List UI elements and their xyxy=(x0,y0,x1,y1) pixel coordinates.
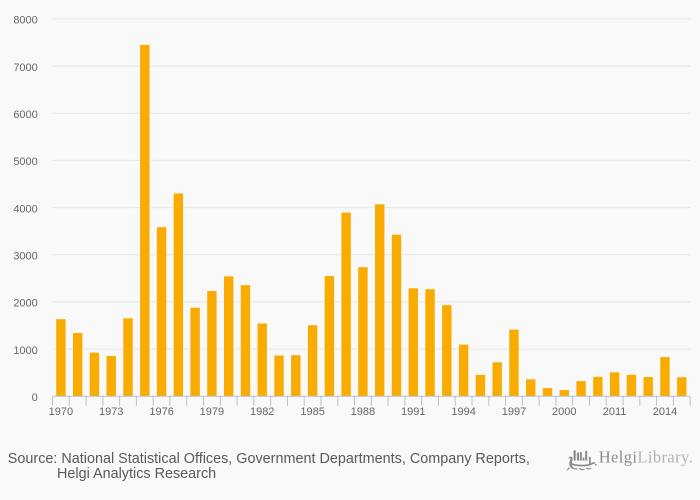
svg-text:1985: 1985 xyxy=(300,406,324,418)
svg-text:Source: National Statistical O: Source: National Statistical Offices, Go… xyxy=(8,451,530,467)
svg-text:6000: 6000 xyxy=(13,109,37,121)
svg-text:1997: 1997 xyxy=(502,406,526,418)
svg-text:1979: 1979 xyxy=(200,406,224,418)
svg-text:2011: 2011 xyxy=(603,406,627,418)
svg-text:2000: 2000 xyxy=(13,298,37,310)
svg-text:4000: 4000 xyxy=(13,203,37,215)
svg-text:5000: 5000 xyxy=(13,156,37,168)
svg-text:1976: 1976 xyxy=(149,406,173,418)
svg-text:1991: 1991 xyxy=(401,406,425,418)
svg-text:0: 0 xyxy=(32,392,38,404)
svg-text:Helgi Analytics Research: Helgi Analytics Research xyxy=(57,466,216,482)
svg-text:2014: 2014 xyxy=(653,406,677,418)
svg-text:1973: 1973 xyxy=(99,406,123,418)
svg-text:1994: 1994 xyxy=(451,406,475,418)
svg-text:2000: 2000 xyxy=(552,406,576,418)
svg-text:8000: 8000 xyxy=(13,15,37,27)
svg-text:HelgiLibrary.: HelgiLibrary. xyxy=(599,448,693,467)
svg-text:1970: 1970 xyxy=(49,406,73,418)
svg-text:3000: 3000 xyxy=(13,251,37,263)
svg-text:1988: 1988 xyxy=(351,406,375,418)
svg-text:1000: 1000 xyxy=(13,345,37,357)
svg-text:1982: 1982 xyxy=(250,406,274,418)
svg-text:7000: 7000 xyxy=(13,62,37,74)
